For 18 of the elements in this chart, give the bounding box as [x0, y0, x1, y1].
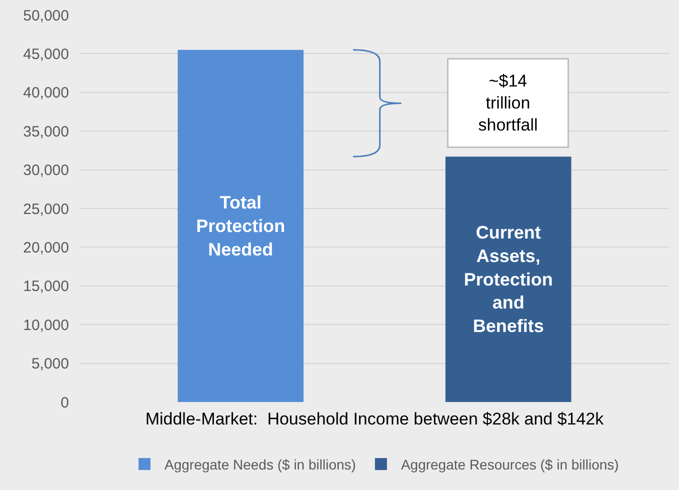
x-axis-title: Middle-Market: Household Income between $28k and $142k: [145, 409, 604, 428]
y-tick-label: 20,000: [23, 239, 69, 256]
y-tick-label: 25,000: [23, 200, 69, 218]
data-label: Total Protection Needed: [196, 192, 286, 260]
text-box: ~$14 trillion shortfall: [447, 58, 569, 148]
y-tick-label: 15,000: [23, 278, 69, 296]
y-tick-label: 30,000: [23, 162, 69, 180]
y-tick-label: 45,000: [23, 46, 69, 63]
y-tick-label: 50,000: [23, 7, 69, 24]
y-tick-label: 0: [60, 394, 69, 412]
data-label: Current Assets, Protection and Benefits: [464, 222, 553, 336]
y-tick-label: 10,000: [23, 316, 69, 334]
y-tick-label: 40,000: [23, 84, 69, 102]
legend-label: Aggregate Needs ($ in billions): [164, 456, 356, 472]
annotation: ~$14 trillion shortfall: [478, 72, 538, 135]
y-tick-label: 35,000: [23, 123, 69, 140]
y-tick-label: 5,000: [31, 356, 69, 373]
legend-label: Aggregate Resources ($ in billions): [400, 456, 619, 472]
